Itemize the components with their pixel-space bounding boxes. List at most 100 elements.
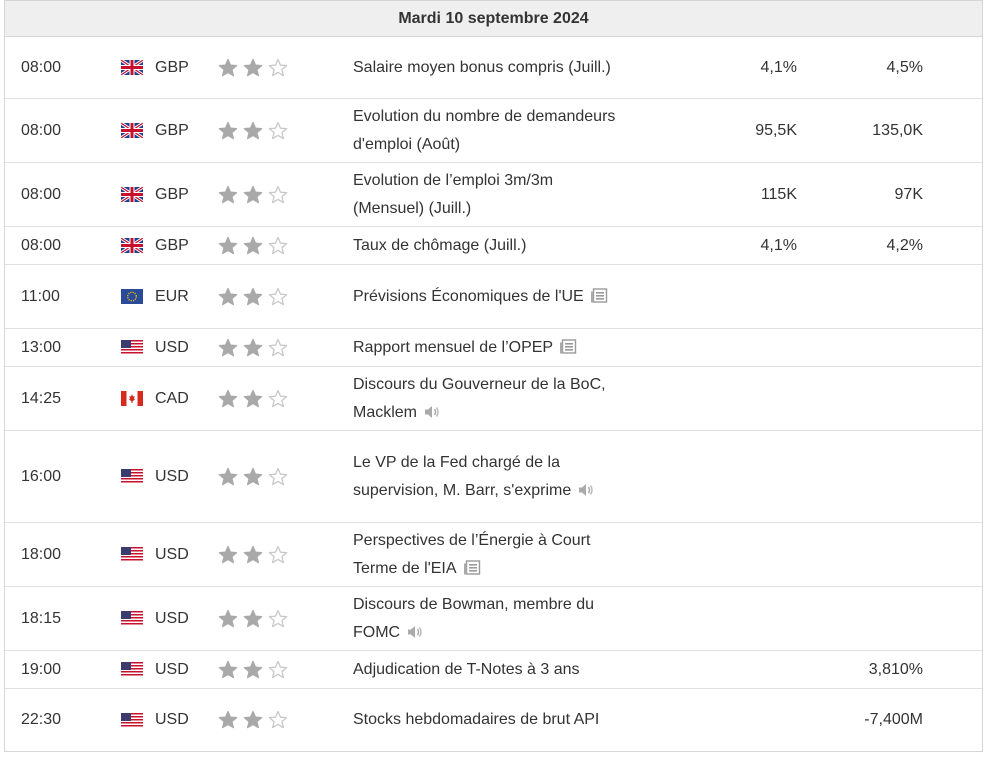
- currency-code: GBP: [155, 185, 189, 203]
- star-filled-icon: [243, 467, 263, 487]
- event-forecast: [805, 329, 923, 366]
- event-time: 08:00: [21, 236, 62, 254]
- event-name[interactable]: Le VP de la Fed chargé de la supervision…: [353, 431, 623, 522]
- us-flag-icon: [121, 340, 143, 355]
- event-name[interactable]: Evolution de l’emploi 3m/3m (Mensuel) (J…: [353, 163, 623, 226]
- date-header: Mardi 10 septembre 2024: [5, 1, 982, 37]
- event-name[interactable]: Discours du Gouverneur de la BoC, Mackle…: [353, 367, 623, 430]
- event-time: 18:00: [21, 545, 62, 563]
- star-filled-icon: [243, 287, 263, 307]
- star-filled-icon: [243, 121, 263, 141]
- importance-stars: [218, 523, 308, 586]
- event-actual: 4,1%: [760, 58, 797, 76]
- event-actual: [645, 523, 797, 586]
- speaker-icon: [423, 404, 441, 420]
- calendar-rows: 08:00 GBP Salaire moyen bonus compris (Jui…: [5, 37, 982, 751]
- event-name[interactable]: Evolution du nombre de demandeurs d'empl…: [353, 99, 623, 162]
- economic-calendar-table: Mardi 10 septembre 2024 08:00 GBP Salaire …: [4, 0, 983, 752]
- event-title[interactable]: Perspectives de l’Énergie à Court Terme …: [353, 531, 591, 577]
- event-title[interactable]: Prévisions Économiques de l'UE: [353, 287, 584, 305]
- currency-code: GBP: [155, 121, 189, 139]
- star-empty-icon: [268, 609, 288, 629]
- event-name[interactable]: Taux de chômage (Juill.): [353, 227, 623, 264]
- report-icon: [559, 339, 577, 355]
- importance-stars: [218, 651, 308, 688]
- star-empty-icon: [268, 58, 288, 78]
- event-name[interactable]: Adjudication de T-Notes à 3 ans: [353, 651, 623, 688]
- us-flag-icon: [121, 547, 143, 562]
- event-title[interactable]: Taux de chômage (Juill.): [353, 236, 527, 254]
- currency-code: GBP: [155, 58, 189, 76]
- calendar-event-row[interactable]: 08:00 GBP Taux de chômage (Juill.) 4,1% 4,2%: [5, 227, 982, 265]
- event-forecast: 97K: [894, 185, 923, 203]
- event-forecast: -7,400M: [864, 711, 923, 728]
- event-name[interactable]: Stocks hebdomadaires de brut API: [353, 689, 623, 751]
- event-time: 14:25: [21, 389, 62, 407]
- event-actual: [645, 265, 797, 328]
- star-empty-icon: [268, 467, 288, 487]
- event-title[interactable]: Discours de Bowman, membre du FOMC: [353, 595, 594, 641]
- event-forecast: 4,2%: [886, 236, 923, 254]
- event-time: 16:00: [21, 467, 62, 485]
- event-name[interactable]: Salaire moyen bonus compris (Juill.): [353, 37, 623, 98]
- event-time: 13:00: [21, 338, 62, 356]
- star-filled-icon: [218, 58, 238, 78]
- report-icon: [463, 560, 481, 576]
- calendar-event-row[interactable]: 08:00 GBP Evolution de l’emploi 3m/3m (Men…: [5, 163, 982, 227]
- importance-stars: [218, 99, 308, 162]
- calendar-event-row[interactable]: 18:15 USD Discours de Bowman, membre du FO…: [5, 587, 982, 651]
- calendar-event-row[interactable]: 22:30 USD Stocks hebdomadaires de brut API…: [5, 689, 982, 751]
- star-filled-icon: [218, 545, 238, 565]
- star-empty-icon: [268, 287, 288, 307]
- importance-stars: [218, 163, 308, 226]
- event-forecast: [805, 431, 923, 522]
- calendar-event-row[interactable]: 11:00 EUR Prévisions Économiques de l'UE: [5, 265, 982, 329]
- star-filled-icon: [243, 236, 263, 256]
- speaker-icon: [406, 624, 424, 640]
- event-name[interactable]: Perspectives de l’Énergie à Court Terme …: [353, 523, 623, 586]
- event-title[interactable]: Evolution de l’emploi 3m/3m (Mensuel) (J…: [353, 171, 554, 217]
- event-title[interactable]: Stocks hebdomadaires de brut API: [353, 711, 600, 728]
- calendar-event-row[interactable]: 08:00 GBP Evolution du nombre de demandeur…: [5, 99, 982, 163]
- gb-flag-icon: [121, 123, 143, 138]
- importance-stars: [218, 367, 308, 430]
- event-time: 18:15: [21, 609, 62, 627]
- event-title[interactable]: Evolution du nombre de demandeurs d'empl…: [353, 107, 616, 153]
- calendar-event-row[interactable]: 19:00 USD Adjudication de T-Notes à 3 ans 3…: [5, 651, 982, 689]
- event-forecast: 4,5%: [886, 58, 923, 76]
- star-filled-icon: [218, 185, 238, 205]
- star-filled-icon: [243, 185, 263, 205]
- importance-stars: [218, 265, 308, 328]
- calendar-event-row[interactable]: 13:00 USD Rapport mensuel de l’OPEP: [5, 329, 982, 367]
- event-title[interactable]: Adjudication de T-Notes à 3 ans: [353, 660, 580, 678]
- event-title[interactable]: Discours du Gouverneur de la BoC, Mackle…: [353, 375, 606, 421]
- star-empty-icon: [268, 710, 288, 730]
- star-filled-icon: [243, 58, 263, 78]
- calendar-event-row[interactable]: 18:00 USD Perspectives de l’Énergie à Cour…: [5, 523, 982, 587]
- event-currency: USD: [121, 431, 211, 522]
- currency-code: USD: [155, 609, 189, 627]
- event-title[interactable]: Salaire moyen bonus compris (Juill.): [353, 58, 611, 76]
- currency-code: USD: [155, 711, 189, 728]
- event-forecast: [805, 587, 923, 650]
- event-currency: USD: [121, 587, 211, 650]
- importance-stars: [218, 587, 308, 650]
- event-time: 08:00: [21, 58, 62, 76]
- star-filled-icon: [243, 710, 263, 730]
- calendar-event-row[interactable]: 08:00 GBP Salaire moyen bonus compris (Jui…: [5, 37, 982, 99]
- star-empty-icon: [268, 121, 288, 141]
- star-empty-icon: [268, 338, 288, 358]
- star-filled-icon: [218, 710, 238, 730]
- event-actual: [645, 431, 797, 522]
- event-name[interactable]: Rapport mensuel de l’OPEP: [353, 329, 623, 366]
- event-title[interactable]: Rapport mensuel de l’OPEP: [353, 338, 554, 356]
- event-time: 22:30: [21, 711, 62, 728]
- calendar-event-row[interactable]: 14:25 CAD Discours du Gouverneur de la BoC…: [5, 367, 982, 431]
- event-forecast: 135,0K: [872, 121, 923, 139]
- importance-stars: [218, 329, 308, 366]
- event-name[interactable]: Prévisions Économiques de l'UE: [353, 265, 623, 328]
- event-title[interactable]: Le VP de la Fed chargé de la supervision…: [353, 453, 572, 499]
- star-filled-icon: [218, 467, 238, 487]
- calendar-event-row[interactable]: 16:00 USD Le VP de la Fed chargé de la sup…: [5, 431, 982, 523]
- event-name[interactable]: Discours de Bowman, membre du FOMC: [353, 587, 623, 650]
